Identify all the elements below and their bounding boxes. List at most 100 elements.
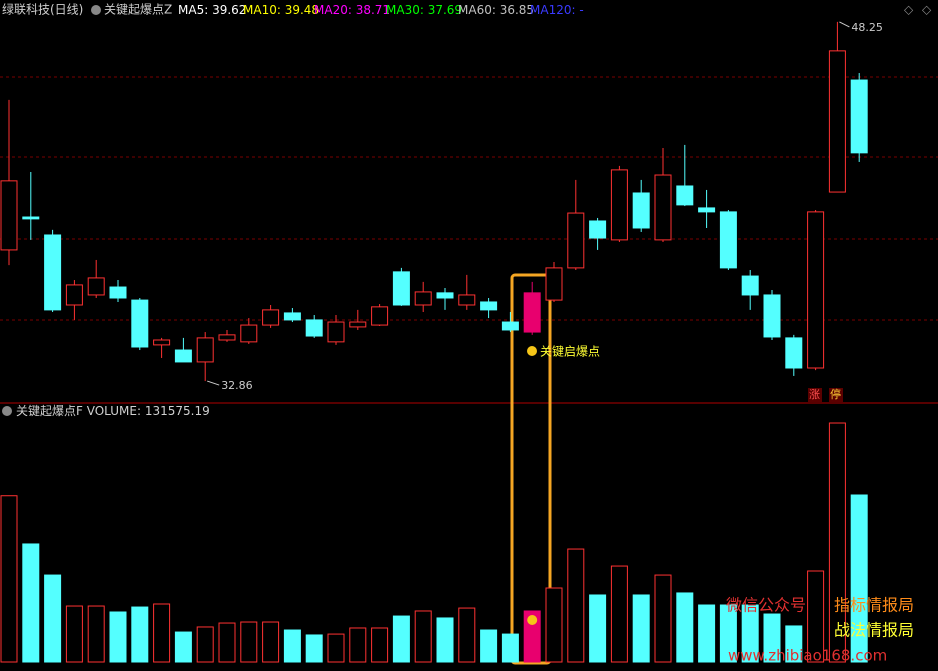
ma-legend: MA10: 39.48: [243, 3, 319, 17]
candle-body: [741, 275, 759, 296]
candle-body: [349, 321, 367, 328]
candle-body: [109, 286, 127, 299]
candle-body: [371, 306, 389, 326]
annotation: 关键启爆点: [540, 345, 600, 359]
volume-bar: [632, 594, 650, 663]
ma-value: 36.85: [500, 3, 534, 17]
price-grid: [0, 76, 938, 321]
candle-body: [763, 294, 781, 338]
ma-label: MA5:: [178, 3, 208, 17]
volume-bar: [480, 629, 498, 663]
volume-bar: [371, 627, 389, 663]
candle-body: [610, 169, 628, 241]
ma-legend: MA120: -: [530, 3, 584, 17]
volume-bar: [22, 543, 40, 663]
candle-body: [523, 292, 541, 333]
volume-bar: [850, 494, 868, 663]
candle-body: [458, 294, 476, 306]
high-pointer: [839, 21, 850, 28]
candle-body: [65, 284, 83, 306]
limit-up: 停: [830, 387, 841, 401]
candle-body: [501, 321, 519, 331]
candle-body: [436, 292, 454, 299]
candle-body: [567, 212, 585, 269]
candle-body: [698, 207, 716, 213]
ma-value: 39.48: [285, 3, 319, 17]
ma-legend: MA60: 36.85: [458, 3, 534, 17]
limit-up-box: [829, 388, 843, 402]
candle-body: [828, 50, 846, 193]
candle-body: [719, 211, 737, 269]
volume-bar: [153, 603, 171, 663]
candle-body: [22, 216, 40, 220]
candle-body: [0, 180, 18, 251]
volume-bar: [523, 610, 541, 663]
volume-bar: [327, 633, 345, 663]
ma-label: MA30:: [386, 3, 424, 17]
volume-label: VOLUME:: [87, 404, 141, 418]
icon[interactable]: ◇: [904, 3, 914, 17]
icon[interactable]: ◇: [922, 3, 932, 17]
volume-bar: [436, 617, 454, 663]
candle-body: [174, 349, 192, 363]
volume-title: 关键起爆点F VOLUME: 131575.19: [16, 404, 210, 418]
indicator-icon: [2, 406, 12, 416]
candle-body: [283, 312, 301, 321]
watermark: 指标情报局: [834, 596, 914, 615]
volume-bar: [414, 610, 432, 663]
volume-bar: [174, 631, 192, 663]
volume-bar: [828, 422, 846, 663]
ma-label: MA20:: [314, 3, 352, 17]
candle-body: [589, 220, 607, 239]
volume-bar: [458, 607, 476, 663]
ma-label: MA120:: [530, 3, 576, 17]
volume-bar: [240, 621, 258, 663]
ma-legend: MA30: 37.69: [386, 3, 462, 17]
volume-bar: [785, 625, 803, 663]
volume-value: 131575.19: [145, 404, 210, 418]
limit-up: 涨: [809, 388, 820, 401]
indicator: 关键起爆点Z: [104, 3, 172, 17]
annotation-icon: [527, 346, 537, 356]
volume-bar: [741, 604, 759, 663]
candle-body: [545, 267, 563, 301]
volume-bar: [501, 633, 519, 663]
volume-icon: [527, 614, 538, 625]
ma-legend: MA5: 39.62: [178, 3, 246, 17]
ma-value: -: [579, 3, 583, 17]
high-label: 48.25: [851, 21, 883, 34]
ma-value: 38.71: [356, 3, 390, 17]
candle-body: [392, 271, 410, 306]
volume-bar: [719, 604, 737, 663]
volume-bar: [0, 495, 18, 663]
volume-bar: [109, 611, 127, 663]
volume-bar: [65, 605, 83, 663]
volume-bar: [87, 605, 105, 663]
volume-bar: [545, 587, 563, 663]
volume-bar: [262, 621, 280, 663]
title: 绿联科技(日线): [2, 2, 83, 17]
watermark: 微信公众号: [726, 596, 806, 615]
volume-bar: [305, 634, 323, 663]
volume-bar: [589, 594, 607, 663]
candle-body: [305, 319, 323, 337]
volume-indicator: 关键起爆点F: [16, 404, 83, 418]
low-pointer: [207, 380, 220, 386]
volume-bar: [654, 574, 672, 663]
volume-bar: [44, 574, 62, 663]
volume-bar: [131, 606, 149, 663]
ma-legend: MA20: 38.71: [314, 3, 390, 17]
candle-body: [87, 277, 105, 296]
candle-body: [850, 79, 868, 154]
volume-bar: [610, 565, 628, 663]
candle-body: [153, 339, 171, 346]
low-label: 32.86: [221, 379, 253, 392]
volume-bar: [349, 627, 367, 663]
volume-bar: [698, 604, 716, 663]
candle-body: [240, 324, 258, 343]
volume-bar: [763, 613, 781, 663]
volume-bar: [392, 615, 410, 663]
highlight-box: [510, 273, 552, 665]
candle-body: [676, 185, 694, 206]
